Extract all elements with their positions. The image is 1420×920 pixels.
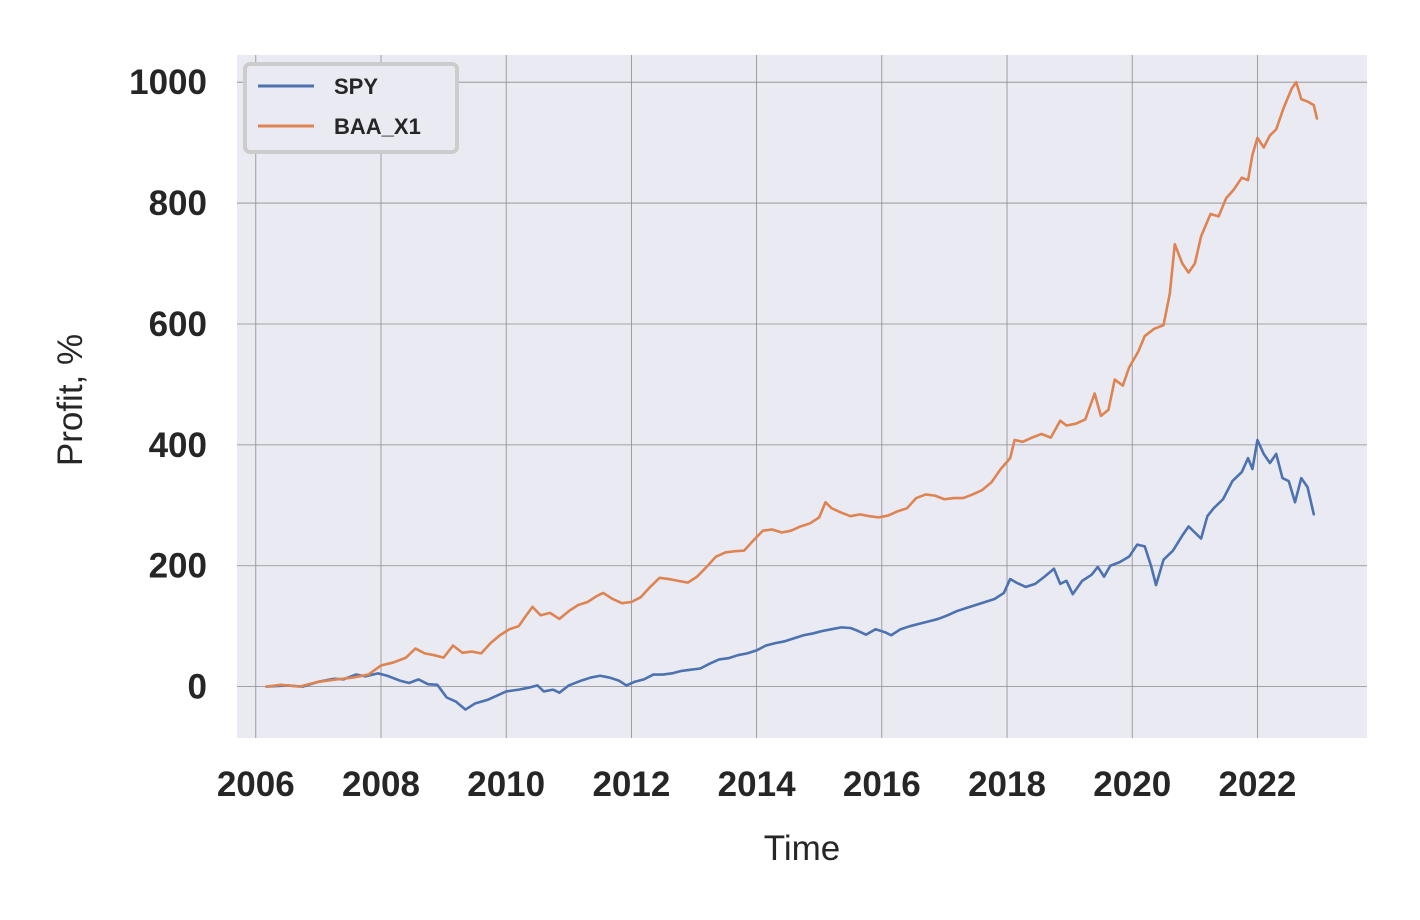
tick-labels: 2006 2008 2010 2012 2014 2016 2018 2020 2022 0 200…: [129, 63, 1296, 804]
legend-label-spy: SPY: [334, 74, 378, 99]
x-tick-label-2016: 2016: [843, 765, 921, 804]
y-axis-label: Profit, %: [51, 334, 90, 466]
series-line-baa-x1: [265, 80, 1319, 688]
x-tick-label-2006: 2006: [217, 765, 295, 804]
y-tick-label-0: 0: [188, 668, 207, 707]
x-tick-label-2008: 2008: [342, 765, 420, 804]
y-tick-label-200: 200: [149, 547, 207, 586]
y-tick-label-1000: 1000: [129, 63, 207, 102]
grid: [237, 55, 1367, 738]
y-tick-label-600: 600: [149, 305, 207, 344]
x-tick-label-2020: 2020: [1093, 765, 1171, 804]
x-tick-label-2012: 2012: [592, 765, 670, 804]
legend-label-baa-x1: BAA_X1: [334, 114, 421, 139]
series-line-spy: [265, 438, 1316, 711]
x-tick-label-2010: 2010: [467, 765, 545, 804]
plot-background: [237, 55, 1367, 738]
x-tick-label-2018: 2018: [968, 765, 1046, 804]
y-tick-label-800: 800: [149, 184, 207, 223]
x-axis-label: Time: [764, 829, 840, 868]
x-tick-label-2022: 2022: [1219, 765, 1297, 804]
y-tick-label-400: 400: [149, 426, 207, 465]
series-lines: [265, 80, 1319, 711]
x-tick-label-2014: 2014: [718, 765, 796, 804]
legend: SPY BAA_X1: [243, 62, 459, 154]
